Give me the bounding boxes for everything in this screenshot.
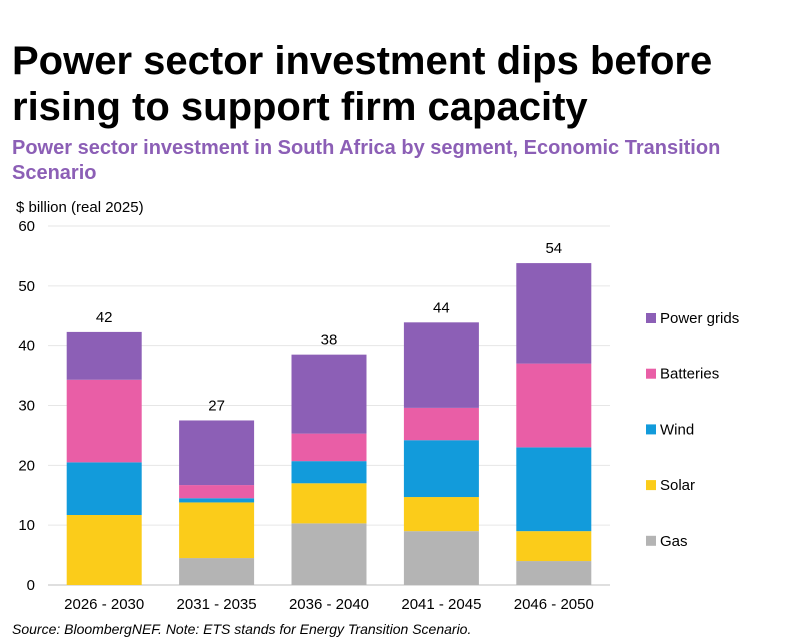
legend-swatch: [646, 313, 656, 323]
bar-segment-wind: [66, 462, 142, 515]
x-tick-label: 2031 - 2035: [177, 596, 257, 613]
bar-segment-batteries: [403, 407, 479, 441]
bar-segment-power-grids: [403, 322, 479, 408]
legend-label: Gas: [660, 533, 688, 550]
total-data-label: 27: [208, 397, 225, 414]
y-axis-label: $ billion (real 2025): [16, 199, 144, 216]
x-tick-label: 2046 - 2050: [514, 596, 594, 613]
chart-title: Power sector investment dips before risi…: [12, 39, 713, 129]
total-data-label: 54: [545, 240, 562, 257]
x-tick-label: 2036 - 2040: [289, 596, 369, 613]
bar-segment-solar: [291, 483, 367, 524]
legend-label: Batteries: [660, 366, 719, 383]
y-tick-label: 20: [18, 457, 35, 474]
bars: 42 27 38 44 54: [66, 240, 592, 585]
legend: Power grids Batteries Wind Solar Gas: [646, 310, 739, 550]
y-tick-label: 10: [18, 517, 35, 534]
bar-segment-wind: [516, 447, 592, 532]
bar-segment-solar: [179, 502, 255, 559]
bar-segment-gas: [403, 531, 479, 585]
y-tick-label: 0: [27, 577, 35, 594]
bar-segment-power-grids: [291, 354, 367, 434]
bar-segment-power-grids: [179, 420, 255, 486]
x-tick-label: 2026 - 2030: [64, 596, 144, 613]
legend-swatch: [646, 368, 656, 379]
bar-segment-wind: [291, 461, 367, 484]
y-axis-ticks: 0 10 20 30 40 50 60: [18, 218, 35, 594]
bar-segment-power-grids: [66, 331, 142, 380]
x-axis-ticks: 2026 - 2030 2031 - 2035 2036 - 2040 2041 - …: [64, 596, 594, 613]
bar-segment-wind: [179, 498, 255, 503]
total-data-label: 38: [321, 332, 338, 349]
bar-segment-wind: [403, 440, 479, 498]
chart-subtitle: Power sector investment in South Africa …: [12, 137, 721, 184]
bar-segment-gas: [179, 558, 255, 585]
bar-segment-solar: [516, 531, 592, 562]
legend-label: Power grids: [660, 310, 739, 327]
source-note: Source: BloombergNEF. Note: ETS stands f…: [12, 621, 472, 637]
legend-swatch: [646, 535, 656, 546]
y-tick-label: 30: [18, 398, 35, 415]
y-tick-label: 50: [18, 278, 35, 295]
y-tick-label: 60: [18, 218, 35, 235]
legend-swatch: [646, 424, 656, 435]
bar-segment-gas: [291, 523, 367, 585]
total-data-label: 42: [96, 309, 113, 326]
bar-segment-batteries: [291, 433, 367, 462]
y-tick-label: 40: [18, 338, 35, 355]
bar-segment-batteries: [179, 485, 255, 499]
bar-segment-solar: [403, 497, 479, 532]
legend-label: Wind: [660, 421, 694, 438]
bar-segment-gas: [516, 561, 592, 585]
x-tick-label: 2041 - 2045: [401, 596, 481, 613]
bar-segment-batteries: [66, 379, 142, 463]
bar-segment-batteries: [516, 363, 592, 448]
bar-segment-power-grids: [516, 263, 592, 364]
legend-label: Solar: [660, 477, 695, 494]
total-data-label: 44: [433, 299, 450, 316]
legend-swatch: [646, 480, 656, 491]
bar-segment-solar: [66, 514, 142, 585]
